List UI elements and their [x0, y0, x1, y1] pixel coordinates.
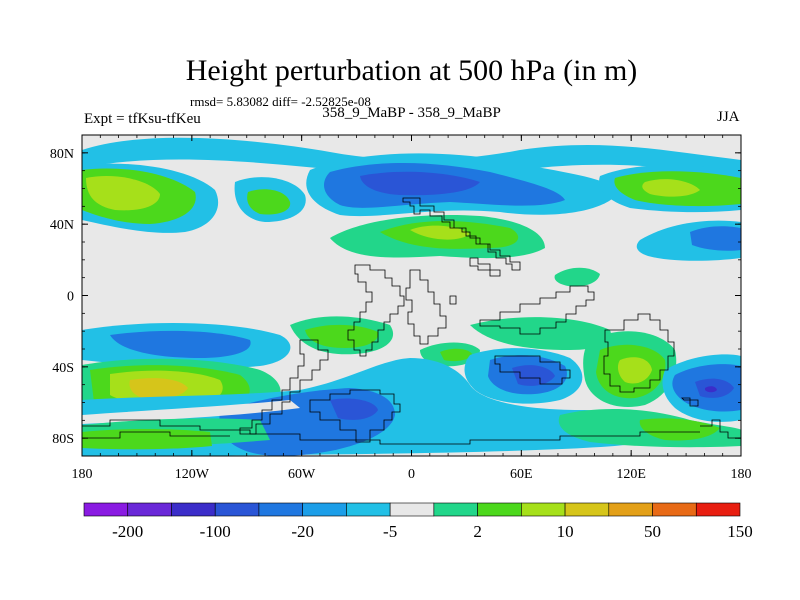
colorbar-box [477, 502, 522, 517]
coastline [479, 285, 595, 335]
chart-title: Height perturbation at 500 hPa (in m) [185, 54, 638, 87]
colorbar-box [608, 502, 653, 517]
colorbar-box [214, 502, 260, 517]
coastline [469, 257, 501, 277]
coastline-layer [82, 197, 741, 445]
contour-band [305, 324, 379, 348]
coastline [82, 419, 741, 445]
colorbar-label: -5 [383, 522, 397, 541]
contour-band [247, 189, 291, 215]
coastline [82, 431, 230, 439]
coastline [449, 295, 457, 305]
colorbar-box [652, 502, 697, 517]
contour-band [410, 225, 470, 240]
colorbar: -200 -100 -20 -5 2 10 50 150 [83, 502, 753, 541]
colorbar-box [346, 502, 391, 517]
contour-band [470, 317, 611, 350]
contour-band [110, 330, 251, 358]
contour-band [82, 429, 212, 450]
coastline [405, 269, 447, 345]
colorbar-box [302, 502, 347, 517]
colorbar-box [695, 502, 741, 517]
colorbar-label: 50 [644, 522, 661, 541]
y-tick-label: 80S [52, 432, 74, 447]
colorbar-label: -100 [200, 522, 231, 541]
expt-label: Expt = tfKsu-tfKeu [84, 111, 201, 127]
contour-band [82, 137, 741, 178]
colorbar-label: 10 [557, 522, 574, 541]
colorbar-box [171, 502, 216, 517]
x-tick-label: 0 [408, 467, 415, 482]
contour-band [642, 179, 700, 197]
x-tick-label: 180 [731, 467, 752, 482]
coastline [402, 197, 521, 271]
contour-band [86, 175, 160, 211]
x-tick-label: 120W [175, 467, 210, 482]
x-tick-label: 180 [72, 467, 93, 482]
x-axis: 180 120W 60W 0 60E 120E 180 [72, 135, 752, 482]
coastline [494, 355, 571, 385]
x-tick-label: 120E [616, 467, 646, 482]
center-label: 358_9_MaBP - 358_9_MaBP [322, 105, 501, 121]
coastline [681, 397, 699, 407]
colorbar-box [127, 502, 172, 517]
coastline [347, 264, 405, 357]
contour-band [617, 357, 652, 384]
y-tick-label: 80N [50, 147, 74, 162]
contour-band [512, 365, 555, 386]
contour-band [330, 398, 378, 420]
y-tick-label: 40S [52, 361, 74, 376]
y-tick-label: 40N [50, 218, 74, 233]
contour-band [705, 386, 717, 393]
contour-band [129, 378, 188, 399]
y-tick-label: 0 [67, 290, 74, 305]
contour-band [639, 418, 720, 441]
colorbar-box [433, 502, 478, 517]
stats-line: rmsd= 5.83082 diff= -2.52825e-08 [190, 94, 371, 109]
contour-band [440, 348, 472, 362]
contour-band [690, 226, 741, 251]
x-tick-label: 60W [288, 467, 316, 482]
colorbar-label: 2 [473, 522, 482, 541]
colorbar-label: 150 [727, 522, 753, 541]
y-axis: 80N 40N 0 40S 80S [50, 134, 741, 457]
colorbar-box [258, 502, 303, 517]
colorbar-label: -200 [112, 522, 143, 541]
coastline [603, 313, 675, 393]
contour-band [360, 171, 480, 196]
colorbar-label: -20 [291, 522, 314, 541]
season-label: JJA [717, 109, 740, 125]
contour-field [82, 135, 741, 456]
colorbar-box [564, 502, 610, 517]
contour-band [554, 267, 600, 287]
contour-band [82, 400, 300, 424]
colorbar-box [83, 502, 129, 517]
coastline [309, 389, 401, 443]
colorbar-box [389, 502, 435, 517]
x-tick-label: 60E [510, 467, 533, 482]
colorbar-box [521, 502, 566, 517]
